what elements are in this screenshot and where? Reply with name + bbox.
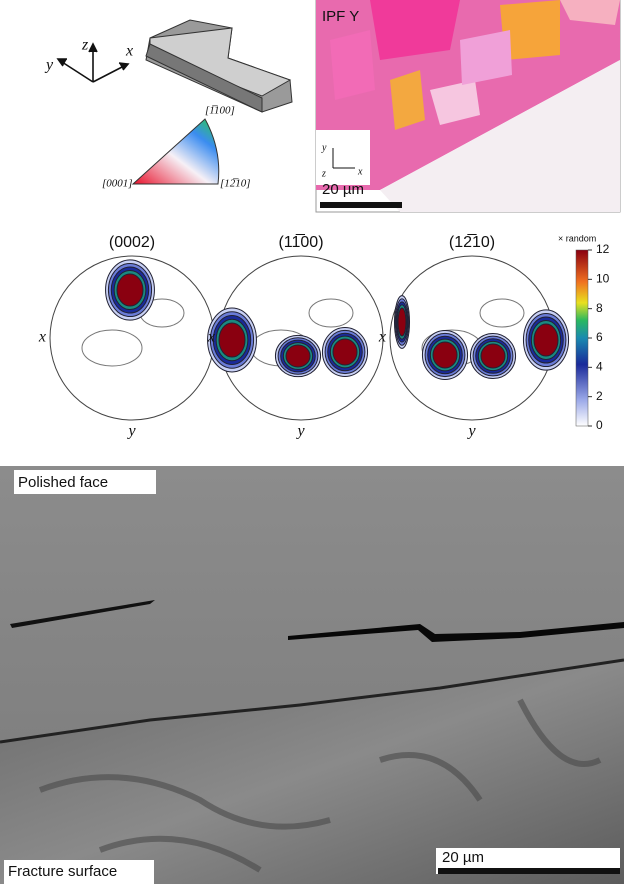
axis-label: x xyxy=(357,166,363,177)
contour-blob xyxy=(433,342,457,368)
colorbar-tick-label: 10 xyxy=(596,272,610,286)
axis-label: x xyxy=(125,43,133,60)
axis-label: x xyxy=(378,329,386,346)
axis-label: y xyxy=(295,423,305,440)
sem-image xyxy=(0,466,624,884)
coordinate-axes xyxy=(58,44,128,82)
contour-blob xyxy=(286,345,310,367)
ipf-key xyxy=(133,119,219,184)
axis-label: y xyxy=(44,57,54,74)
ipf-key-label: [0001] xyxy=(102,178,133,190)
scale-bar xyxy=(320,202,402,208)
colorbar-tick-label: 6 xyxy=(596,330,603,344)
contour-blob xyxy=(398,308,406,336)
colorbar-tick-label: 12 xyxy=(596,242,610,256)
axis-label: y xyxy=(321,142,327,153)
ipf-key-label: [12̅10] xyxy=(220,178,251,190)
colorbar-tick-label: 0 xyxy=(596,418,603,432)
ipf-key-label: [1̅100] xyxy=(205,105,235,117)
scale-bar-label: 20 µm xyxy=(322,181,364,198)
axis-label: y xyxy=(466,423,476,440)
pole-title: (12̅10) xyxy=(449,233,495,251)
sem-label: Polished face xyxy=(18,474,108,491)
scale-bar-label: 20 µm xyxy=(442,849,484,866)
pole-title: (11̅00) xyxy=(278,233,323,251)
contour-blob xyxy=(117,274,143,306)
axis-label: z xyxy=(81,37,89,54)
axis-label: x xyxy=(38,329,46,346)
axis-label: z xyxy=(321,168,326,179)
page: { "schematic": { "axes": ["z", "x", "y"]… xyxy=(0,0,624,884)
colorbar-tick-label: 4 xyxy=(596,360,603,374)
colorbar-label: × random xyxy=(558,233,596,243)
contour-blob xyxy=(481,344,505,368)
sem-label: Fracture surface xyxy=(8,863,117,880)
axis-label: y xyxy=(126,423,136,440)
contour-blob xyxy=(219,323,245,357)
axis-label: x xyxy=(207,329,215,346)
pole-title: (0002) xyxy=(109,234,155,251)
colorbar-tick-label: 2 xyxy=(596,389,603,403)
specimen xyxy=(146,20,292,112)
map-title: IPF Y xyxy=(322,8,359,25)
pole-figures: (0002) x y (11̅00) x y (12̅10) x y xyxy=(38,233,569,439)
colorbar xyxy=(576,250,588,426)
figure: z x y [1̅100] [0001] [12̅10] IPF Y y z x… xyxy=(0,0,624,884)
contour-blob xyxy=(534,324,558,356)
colorbar-tick-label: 8 xyxy=(596,301,603,315)
contour-blob xyxy=(333,339,357,365)
